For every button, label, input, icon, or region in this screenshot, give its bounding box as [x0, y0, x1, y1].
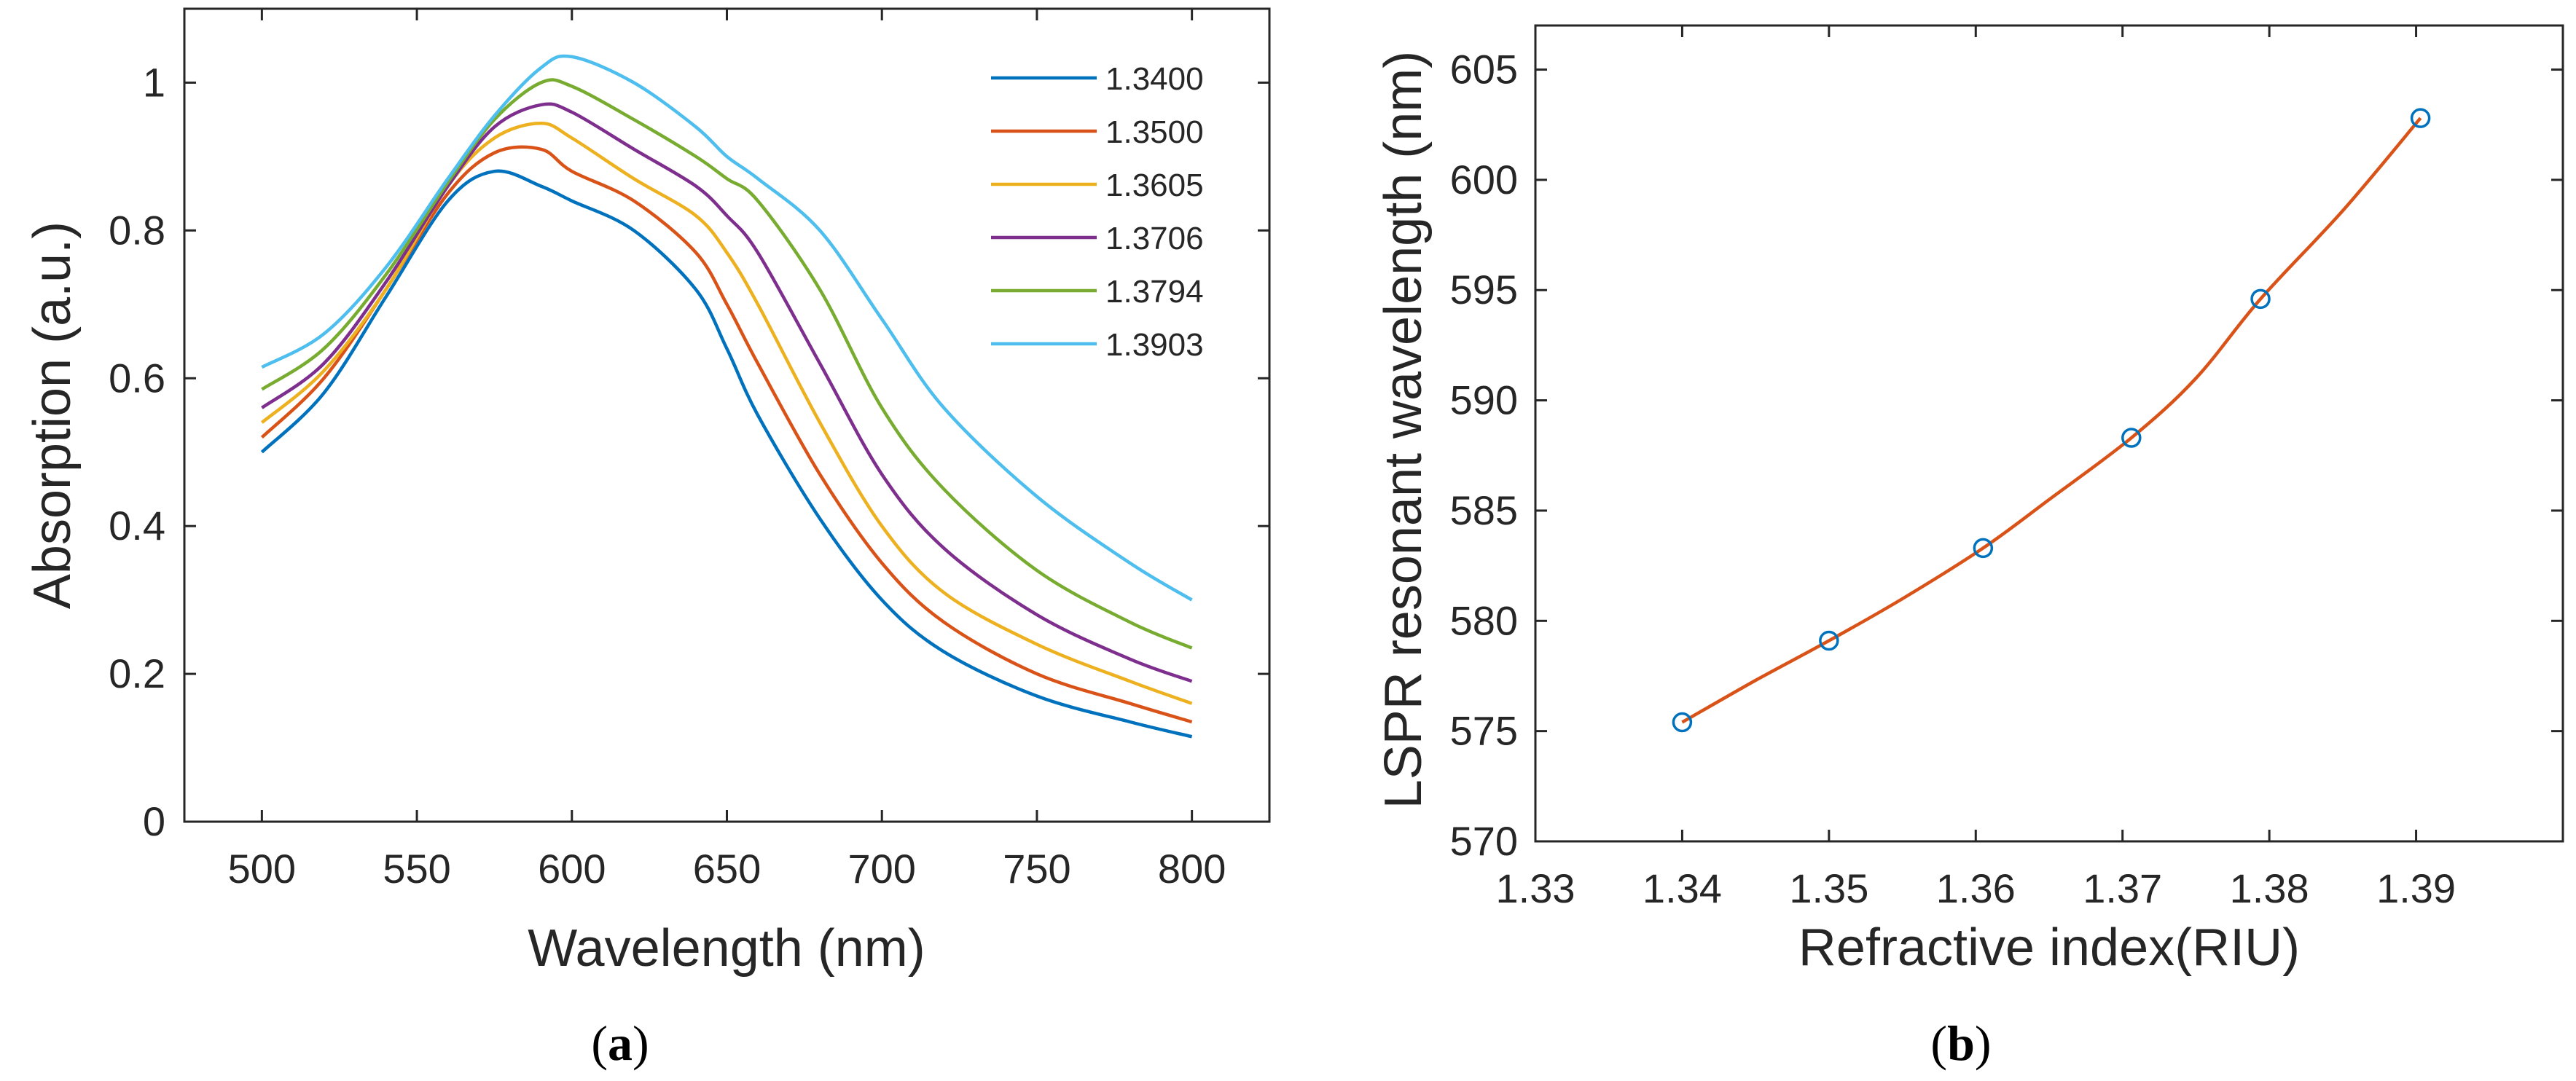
panel-a-x-axis-label: Wavelength (nm)	[528, 919, 925, 978]
x-tick-label: 1.39	[2376, 865, 2456, 911]
caption-a-close: )	[633, 1015, 649, 1071]
x-tick-label: 1.35	[1789, 865, 1868, 911]
legend-label: 1.3400	[1105, 61, 1204, 97]
data-point	[1973, 538, 1994, 559]
caption-b-open: (	[1930, 1015, 1947, 1071]
panel-b-data-points	[1672, 108, 2431, 733]
data-point	[1672, 712, 1693, 733]
legend-label: 1.3706	[1105, 221, 1204, 256]
y-tick-label: 0	[143, 798, 165, 844]
panel-b-y-axis-label: LSPR resonant wavelength (nm)	[1374, 51, 1433, 809]
caption-a-letter: a	[608, 1015, 633, 1071]
panel-b-y-ticks: 570 575 580 585 590 595 600 605	[1450, 47, 2563, 864]
panel-a-legend: 1.3400 1.3500 1.3605 1.3706 1.3794 1.3903	[991, 61, 1204, 363]
x-tick-label: 1.34	[1643, 865, 1722, 911]
x-tick-label: 500	[228, 846, 296, 892]
series-line	[261, 78, 1193, 650]
panel-b-x-ticks: 1.33 1.34 1.35 1.36 1.37 1.38 1.39	[1496, 25, 2456, 911]
panel-a-y-ticks: 0 0.2 0.4 0.6 0.8 1	[109, 59, 1269, 844]
data-point	[2250, 288, 2271, 310]
x-tick-label: 1.37	[2083, 865, 2162, 911]
panel-a-y-axis-label: Absorption (a.u.)	[23, 221, 82, 609]
panel-b-x-axis-label: Refractive index(RIU)	[1798, 919, 2300, 977]
y-tick-label: 0.2	[109, 650, 165, 696]
data-point	[2121, 428, 2142, 448]
panel-b-plot-area	[1534, 24, 2564, 843]
panel-a-series-lines	[260, 54, 1193, 739]
y-tick-label: 1	[143, 59, 165, 105]
caption-b-letter: b	[1947, 1015, 1975, 1071]
y-tick-label: 590	[1450, 377, 1518, 423]
caption-b-close: )	[1975, 1015, 1992, 1071]
panel-a-plot-area	[183, 7, 1271, 823]
y-tick-label: 595	[1450, 267, 1518, 312]
panel-a-x-ticks: 500 550 600 650 700 750 800	[228, 9, 1226, 892]
x-tick-label: 700	[847, 846, 915, 892]
y-tick-label: 570	[1450, 818, 1518, 864]
data-point	[2410, 108, 2431, 128]
x-tick-label: 600	[538, 846, 606, 892]
y-tick-label: 605	[1450, 47, 1518, 93]
x-tick-label: 1.33	[1496, 865, 1575, 911]
legend-label: 1.3903	[1105, 327, 1204, 363]
panel-a-caption: (a)	[591, 1015, 649, 1071]
x-tick-label: 1.38	[2230, 865, 2309, 911]
x-tick-label: 550	[383, 846, 450, 892]
y-tick-label: 600	[1450, 157, 1518, 203]
series-line	[261, 102, 1193, 683]
y-tick-label: 0.4	[109, 503, 165, 549]
data-point	[1819, 630, 1839, 651]
fit-curve	[1681, 117, 2422, 724]
x-tick-label: 800	[1158, 846, 1226, 892]
legend-label: 1.3605	[1105, 168, 1204, 203]
legend-label: 1.3500	[1105, 114, 1204, 150]
legend-label: 1.3794	[1105, 274, 1204, 310]
y-tick-label: 575	[1450, 708, 1518, 754]
panel-b-fit-curve	[1681, 117, 2422, 724]
x-tick-label: 1.36	[1936, 865, 2016, 911]
caption-a-open: (	[591, 1015, 608, 1071]
series-line	[261, 54, 1193, 602]
y-tick-label: 580	[1450, 597, 1518, 643]
x-tick-label: 750	[1003, 846, 1070, 892]
series-line	[260, 169, 1193, 739]
panel-b-caption: (b)	[1930, 1015, 1991, 1071]
y-tick-label: 585	[1450, 487, 1518, 533]
y-tick-label: 0.8	[109, 207, 165, 253]
y-tick-label: 0.6	[109, 355, 165, 401]
x-tick-label: 650	[693, 846, 761, 892]
panel-a-absorption-chart: 0 0.2 0.4 0.6 0.8 1 500 550 600 650 700 750 800 Wav…	[23, 7, 1271, 978]
